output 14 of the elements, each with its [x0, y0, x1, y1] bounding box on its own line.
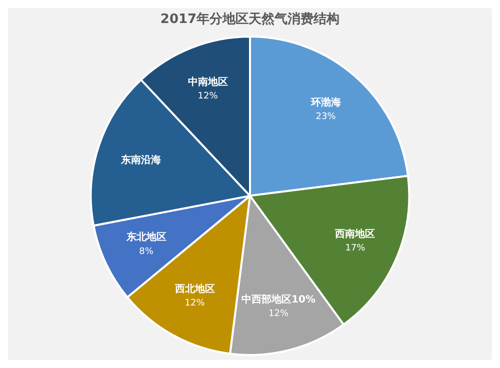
slice-label: 环渤海 [310, 96, 341, 108]
data-label: 8% [139, 246, 154, 257]
data-label: 23% [316, 112, 336, 122]
slice-label: 中南地区 [188, 76, 228, 88]
data-label: 17% [345, 244, 366, 254]
slice-label: 西北地区 [174, 282, 215, 295]
data-label: 12% [198, 92, 218, 102]
data-label: 12% [184, 298, 206, 309]
chart-title: 2017年分地区天然气消费结构 [160, 12, 340, 28]
slice-label: 中西部地区10% [242, 293, 316, 306]
slice-label: 西南地区 [334, 228, 376, 240]
data-label: 12% [268, 309, 289, 320]
slice-label: 东北地区 [125, 231, 166, 244]
slice-label: 东南沿海 [120, 154, 161, 166]
